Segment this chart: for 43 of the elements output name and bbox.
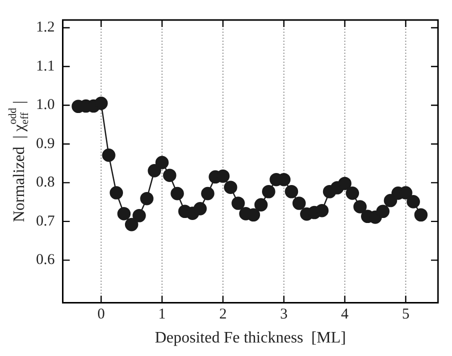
point: [384, 194, 398, 208]
x-tick-label: 0: [97, 306, 105, 323]
point: [376, 204, 390, 218]
point: [132, 208, 146, 222]
y-tick-label: 1.2: [36, 20, 55, 36]
point: [193, 202, 207, 216]
point: [315, 204, 329, 218]
x-tick-label: 4: [341, 306, 350, 323]
point: [254, 198, 268, 212]
point: [110, 186, 124, 200]
point: [338, 176, 352, 190]
point: [232, 196, 245, 210]
point: [163, 168, 176, 182]
x-tick-label: 1: [158, 306, 166, 323]
text: 1.0: [36, 97, 55, 114]
y-axis-title: Normalized | χoddeff |: [6, 100, 31, 222]
point: [414, 208, 428, 222]
point: [262, 184, 276, 198]
point: [292, 196, 306, 210]
point: [102, 148, 116, 162]
y-tick-label: 0.6: [36, 252, 56, 268]
point: [140, 192, 154, 206]
point: [246, 208, 260, 222]
point: [353, 200, 367, 214]
x-axis-title: Deposited Fe thickness [ML]: [154, 330, 346, 347]
point: [406, 195, 420, 208]
point: [346, 186, 360, 200]
x-tick-label: 3: [280, 306, 288, 323]
point: [155, 156, 169, 170]
x-tick-label: 2: [219, 306, 227, 323]
point: [124, 218, 138, 232]
point: [201, 186, 214, 200]
point: [148, 164, 162, 178]
x-tick-label: 5: [402, 306, 410, 323]
y-tick-label: 0.7: [36, 213, 56, 230]
point: [94, 96, 108, 110]
point: [224, 180, 238, 194]
point: [117, 207, 131, 220]
point: [170, 186, 184, 200]
y-tick-label: 0.8: [36, 174, 55, 191]
y-tick-label: 0.9: [36, 136, 55, 152]
y-tick-label: 1.1: [36, 58, 55, 74]
point: [284, 184, 298, 198]
